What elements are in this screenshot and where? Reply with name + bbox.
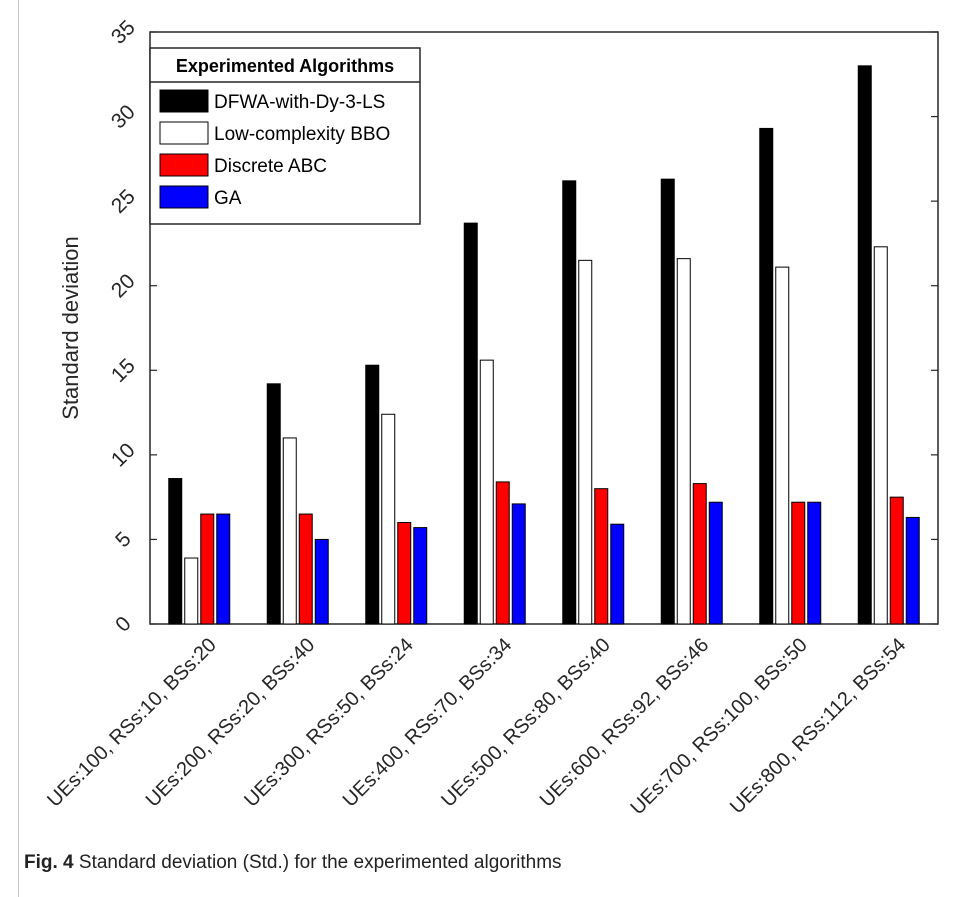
bar-discrete-abc-6: [692, 483, 707, 625]
bar-low-complexity-bbo-4: [479, 359, 494, 625]
bar-ga-3: [413, 527, 428, 625]
x-tick-label: UEs:500, RSs:80, BSs:40: [437, 634, 614, 811]
bar-ga-7: [807, 501, 822, 625]
x-tick-label: UEs:300, RSs:50, BSs:24: [240, 634, 417, 811]
bar-low-complexity-bbo-6: [676, 258, 691, 625]
bar-ga-6: [708, 501, 723, 625]
y-tick-label: 15: [107, 354, 140, 387]
y-tick-label: 35: [107, 16, 140, 49]
bar-low-complexity-bbo-3: [381, 413, 396, 625]
bar-ga-1: [216, 513, 231, 625]
bar-dfwa-with-dy-3-ls-8: [857, 65, 872, 625]
x-tick-label: UEs:600, RSs:92, BSs:46: [536, 634, 713, 811]
legend-title: Experimented Algorithms: [176, 56, 394, 76]
x-tick-label: UEs:200, RSs:20, BSs:40: [142, 634, 319, 811]
bar-discrete-abc-1: [200, 513, 215, 625]
x-tick-label: UEs:100, RSs:10, BSs:20: [43, 634, 220, 811]
bar-discrete-abc-4: [495, 481, 510, 625]
legend-entry-label: Discrete ABC: [214, 156, 327, 177]
y-tick-label: 10: [107, 439, 140, 472]
bar-dfwa-with-dy-3-ls-6: [660, 178, 675, 625]
bar-dfwa-with-dy-3-ls-7: [759, 127, 774, 625]
bar-dfwa-with-dy-3-ls-1: [168, 478, 183, 625]
x-tick-label: UEs:800, RSs:112, BSs:54: [726, 634, 910, 818]
caption-text: Standard deviation (Std.) for the experi…: [78, 852, 562, 873]
legend: Experimented Algorithms DFWA-with-Dy-3-L…: [149, 47, 421, 225]
legend-swatch: [159, 89, 209, 113]
bar-dfwa-with-dy-3-ls-2: [266, 383, 281, 625]
bar-ga-4: [511, 503, 526, 625]
bar-low-complexity-bbo-1: [184, 557, 199, 625]
y-tick-label: 30: [107, 101, 140, 134]
bar-ga-8: [905, 516, 920, 625]
legend-swatch: [159, 185, 209, 209]
bar-low-complexity-bbo-2: [282, 437, 297, 625]
legend-entry-label: Low-complexity BBO: [214, 124, 390, 145]
bar-discrete-abc-5: [594, 488, 609, 625]
legend-swatch: [159, 121, 209, 145]
figure-frame: [18, 0, 953, 897]
y-tick-label: 25: [107, 185, 140, 218]
bar-dfwa-with-dy-3-ls-4: [463, 222, 478, 625]
bars: [168, 65, 920, 625]
bar-low-complexity-bbo-5: [578, 259, 593, 625]
y-axis-label: Standard deviation: [58, 236, 83, 419]
bar-discrete-abc-7: [791, 501, 806, 625]
figure-caption: Fig. 4 Standard deviation (Std.) for the…: [24, 852, 562, 874]
x-tick-label: UEs:700, RSs:100, BSs:50: [626, 634, 811, 819]
y-tick-label: 5: [111, 528, 136, 553]
y-tick-label: 20: [107, 270, 140, 303]
legend-swatch: [159, 153, 209, 177]
bar-discrete-abc-2: [298, 513, 313, 625]
caption-label: Fig. 4: [24, 852, 74, 873]
bar-dfwa-with-dy-3-ls-5: [562, 180, 577, 625]
legend-entry-label: GA: [214, 188, 242, 209]
bar-ga-5: [610, 523, 625, 625]
x-tick-label: UEs:400, RSs:70, BSs:34: [339, 634, 516, 811]
bar-ga-2: [314, 538, 329, 625]
y-tick-label: 0: [111, 612, 136, 637]
bar-low-complexity-bbo-7: [775, 266, 790, 625]
bar-discrete-abc-8: [889, 496, 904, 625]
legend-entry-label: DFWA-with-Dy-3-LS: [214, 92, 385, 113]
bar-low-complexity-bbo-8: [873, 246, 888, 625]
y-tick-labels: 0 5 10 15 20 25 30 35: [107, 16, 140, 637]
bar-discrete-abc-3: [397, 522, 412, 625]
legend-entries: DFWA-with-Dy-3-LS Low-complexity BBO Discr…: [159, 89, 390, 209]
bar-dfwa-with-dy-3-ls-3: [365, 364, 380, 625]
